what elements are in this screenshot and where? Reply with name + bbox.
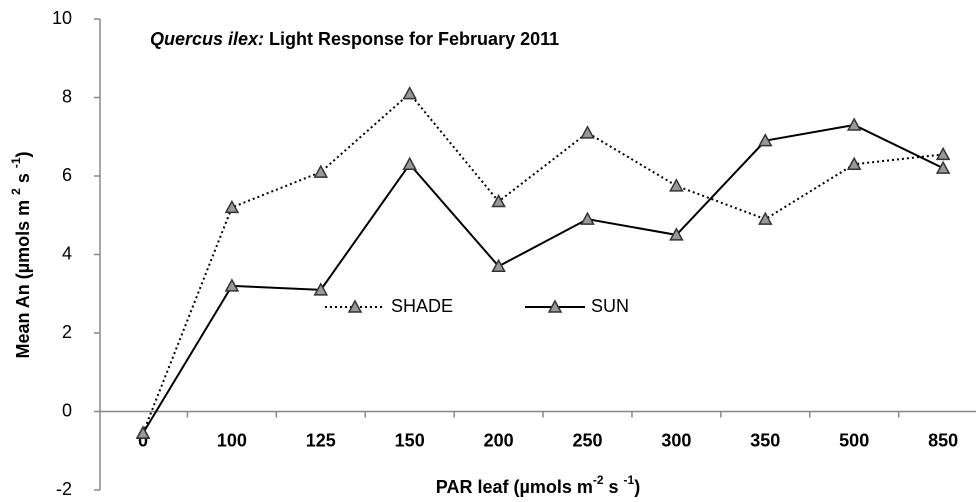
axis-title-superscript: -2: [593, 473, 604, 487]
series-line: [142, 92, 944, 434]
data-point: [224, 199, 240, 214]
data-point: [580, 125, 595, 139]
x-tick-label: 0: [138, 430, 148, 450]
x-tick-label: 100: [217, 430, 247, 450]
title-text: Light Response for February 2011: [269, 29, 559, 49]
axis-title-part: ): [634, 477, 640, 497]
data-point: [224, 278, 240, 292]
legend-marker: [547, 299, 563, 313]
axis-title-part: s: [13, 168, 33, 188]
y-tick-label: 4: [62, 243, 72, 263]
axis-title-part: ): [13, 151, 33, 157]
y-axis-title: Mean An (µmols m 2 s -1): [9, 151, 33, 358]
axis-title-part: Mean An (µmols m: [13, 195, 33, 359]
series-line: [142, 123, 944, 434]
data-point: [313, 282, 329, 296]
data-point: [135, 425, 151, 439]
x-tick-label: 850: [928, 430, 958, 450]
data-point: [846, 156, 862, 170]
x-tick-label: 300: [661, 430, 691, 450]
data-point: [935, 160, 951, 174]
x-tick-label: 200: [484, 430, 514, 450]
data-point: [758, 133, 773, 147]
axis-title-superscript: -1: [9, 157, 23, 168]
data-point: [491, 193, 506, 208]
axis-title-superscript: 2: [9, 188, 23, 195]
data-point: [669, 178, 684, 192]
legend-label: SHADE: [391, 296, 453, 316]
x-tick-label: 350: [750, 430, 780, 450]
x-axis-title: PAR leaf (µmols m-2 s -1): [436, 473, 640, 497]
legend-label: SUN: [591, 296, 629, 316]
legend-marker: [347, 299, 363, 313]
axis-title-part: PAR leaf (µmols m: [436, 477, 593, 497]
data-point: [935, 146, 951, 161]
y-tick-label: 10: [52, 8, 72, 28]
x-tick-label: 250: [572, 430, 602, 450]
axis-title-superscript: -1: [624, 473, 635, 487]
x-tick-label: 125: [306, 430, 336, 450]
data-point: [402, 86, 417, 100]
y-tick-label: 8: [62, 86, 72, 106]
y-tick-label: 0: [62, 400, 72, 420]
title-species: Quercus ilex:: [150, 29, 264, 49]
data-point: [669, 227, 684, 241]
data-point: [491, 258, 506, 273]
x-tick-label: 500: [839, 430, 869, 450]
data-point: [758, 211, 773, 225]
y-tick-label: 6: [62, 165, 72, 185]
data-point: [580, 211, 595, 225]
chart-title: Quercus ilex: Light Response for February…: [150, 29, 559, 49]
y-tick-label: 2: [62, 322, 72, 342]
x-tick-label: 150: [395, 430, 425, 450]
axis-title-part: s: [604, 477, 624, 497]
data-point: [402, 156, 417, 170]
data-point: [313, 164, 329, 178]
y-tick-label: -2: [56, 479, 72, 499]
data-point: [846, 117, 862, 131]
